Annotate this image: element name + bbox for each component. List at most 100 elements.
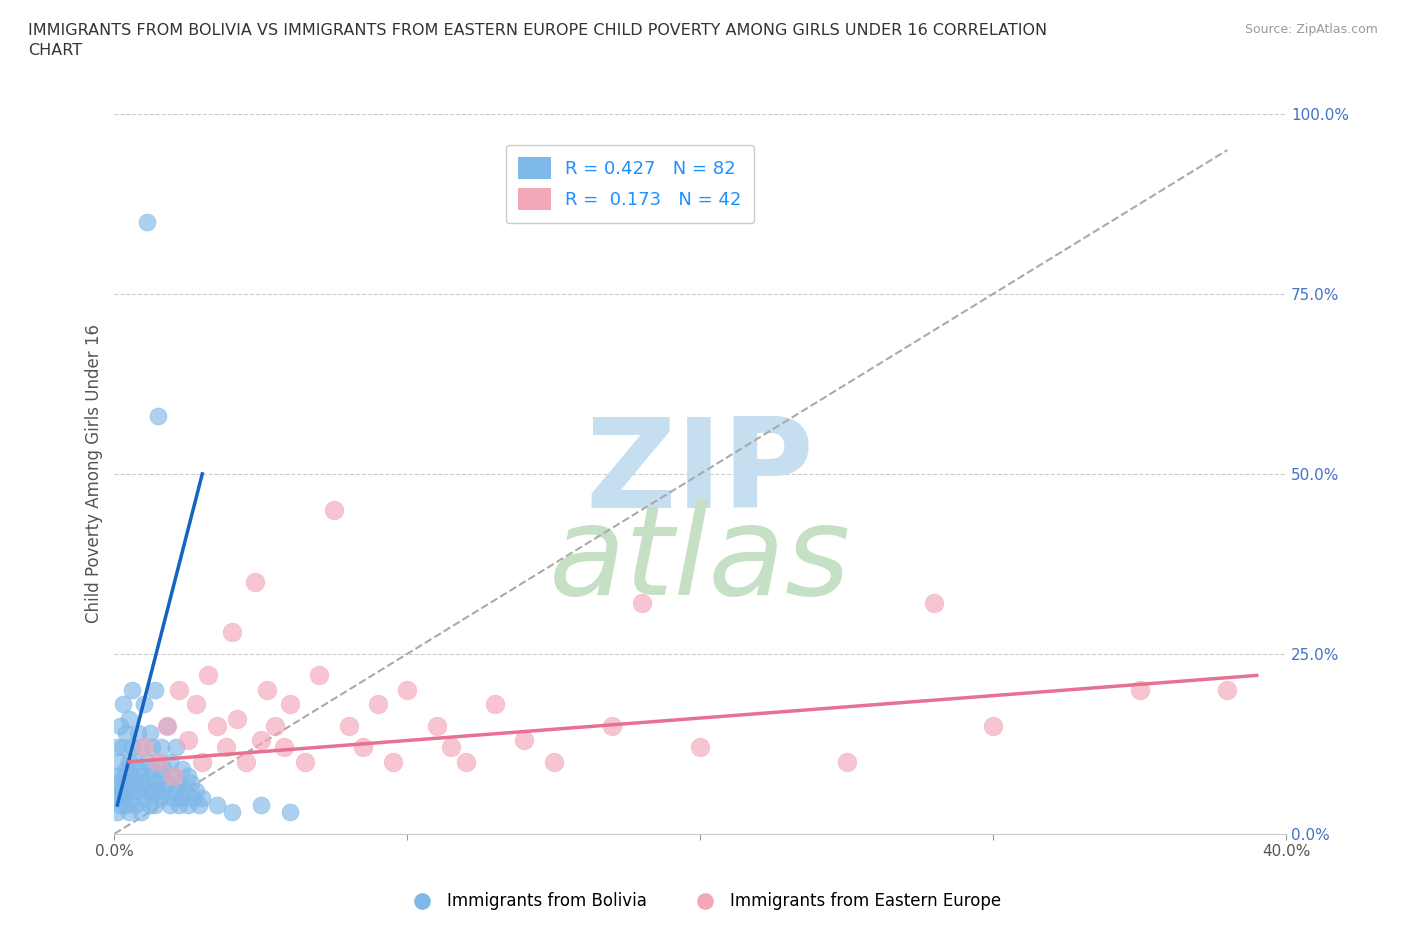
Point [215,740,238,755]
Point [191,754,214,769]
Point [165,740,187,755]
Point [148,409,170,424]
Point [176,798,198,813]
Point [112,697,135,711]
Point [250,798,273,813]
Point [396,683,419,698]
Point [323,502,346,517]
Legend: R = 0.427   N = 82, R =  0.173   N = 42: R = 0.427 N = 82, R = 0.173 N = 42 [506,145,754,223]
Point [256,683,278,698]
Point [180,776,202,790]
Point [454,754,477,769]
Point [162,790,184,805]
Point [250,733,273,748]
Point [165,783,187,798]
Point [141,740,163,755]
Point [167,798,190,813]
Point [148,754,170,769]
Point [110,783,132,798]
Point [135,783,157,798]
Point [129,804,152,819]
Point [110,754,132,769]
Point [129,740,152,755]
Point [132,740,155,755]
Point [148,754,170,769]
Point [1216,683,1239,698]
Y-axis label: Child Poverty Among Girls Under 16: Child Poverty Among Girls Under 16 [86,325,103,623]
Point [176,733,198,748]
Point [602,718,624,733]
Point [112,740,135,755]
Point [110,776,132,790]
Point [167,683,190,698]
Point [924,596,946,611]
Point [243,575,266,590]
Point [110,718,132,733]
Point [118,804,141,819]
Point [105,740,128,755]
Point [118,711,141,726]
Text: IMMIGRANTS FROM BOLIVIA VS IMMIGRANTS FROM EASTERN EUROPE CHILD POVERTY AMONG GI: IMMIGRANTS FROM BOLIVIA VS IMMIGRANTS FR… [28,23,1047,58]
Point [127,725,149,740]
Point [278,697,301,711]
Point [205,798,228,813]
Point [115,798,138,813]
Point [173,783,195,798]
Text: atlas: atlas [550,499,851,620]
Point [484,697,506,711]
Point [689,740,711,755]
Point [221,625,243,640]
Point [105,790,128,805]
Point [115,762,138,777]
Point [135,215,157,230]
Point [308,668,330,683]
Point [145,683,167,698]
Point [226,711,249,726]
Point [513,733,536,748]
Point [121,683,143,698]
Point [159,798,181,813]
Point [112,790,135,805]
Point [150,769,173,784]
Point [121,769,143,784]
Point [124,798,146,813]
Point [264,718,287,733]
Text: ZIP: ZIP [586,414,814,535]
Point [138,798,160,813]
Point [156,776,179,790]
Point [141,762,163,777]
Point [170,762,193,777]
Point [273,740,295,755]
Point [145,776,167,790]
Point [110,798,132,813]
Point [124,776,146,790]
Point [135,754,157,769]
Point [132,697,155,711]
Point [167,776,190,790]
Point [278,804,301,819]
Point [188,798,211,813]
Point [127,762,149,777]
Point [197,668,219,683]
Legend: Immigrants from Bolivia, Immigrants from Eastern Europe: Immigrants from Bolivia, Immigrants from… [398,885,1008,917]
Point [981,718,1004,733]
Point [221,804,243,819]
Point [1128,683,1150,698]
Point [138,725,160,740]
Point [118,783,141,798]
Point [121,740,143,755]
Point [352,740,374,755]
Point [205,718,228,733]
Point [337,718,360,733]
Point [186,697,208,711]
Point [129,769,152,784]
Point [191,790,214,805]
Point [121,790,143,805]
Point [170,790,193,805]
Point [381,754,404,769]
Point [112,783,135,798]
Point [426,718,449,733]
Point [153,762,176,777]
Point [132,776,155,790]
Point [115,776,138,790]
